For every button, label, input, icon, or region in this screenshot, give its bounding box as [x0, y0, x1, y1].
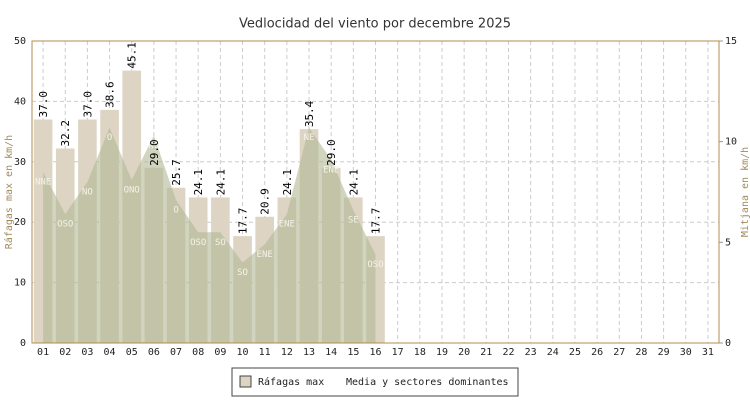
value-label: 17.7 — [370, 208, 383, 235]
y-axis-label: Ráfagas max en km/h — [3, 135, 15, 249]
x-tick-label: 11 — [259, 347, 271, 358]
x-tick-label: 19 — [436, 347, 448, 358]
y2-tick-label: 10 — [725, 137, 737, 148]
value-label: 24.1 — [214, 169, 227, 196]
sector-label: OSO — [57, 220, 73, 230]
x-tick-label: 07 — [170, 347, 182, 358]
y2-tick-label: 0 — [725, 338, 731, 349]
value-label: 25.7 — [170, 159, 183, 186]
x-tick-label: 24 — [547, 347, 559, 358]
x-tick-label: 14 — [325, 347, 337, 358]
y-tick-label: 40 — [14, 96, 26, 107]
x-tick-label: 08 — [192, 347, 204, 358]
sector-label: NO — [82, 187, 93, 197]
value-label: 20.9 — [259, 188, 272, 215]
x-tick-label: 25 — [569, 347, 581, 358]
x-tick-label: 04 — [104, 347, 116, 358]
y2-tick-label: 15 — [725, 36, 737, 47]
value-label: 24.1 — [281, 169, 294, 196]
y-tick-label: 20 — [14, 217, 26, 228]
x-tick-label: 20 — [458, 347, 470, 358]
legend-box — [231, 367, 519, 397]
x-tick-label: 15 — [347, 347, 359, 358]
legend-label: Media y sectores dominantes — [346, 377, 509, 388]
legend-label: Ráfagas max — [258, 376, 324, 388]
plot-frame — [31, 40, 720, 344]
value-label: 37.0 — [37, 91, 50, 118]
value-label: 35.4 — [303, 100, 316, 127]
x-tick-label: 31 — [702, 347, 714, 358]
value-label: 24.1 — [192, 169, 205, 196]
x-tick-label: 22 — [502, 347, 514, 358]
sector-label: ENE — [323, 165, 339, 175]
x-tick-label: 02 — [59, 347, 71, 358]
sector-label: ONO — [124, 185, 140, 195]
value-label: 38.6 — [104, 81, 117, 108]
sector-label: O — [107, 133, 112, 143]
value-label: 24.1 — [347, 169, 360, 196]
sector-label: SO — [237, 268, 248, 278]
y-tick-label: 10 — [14, 278, 26, 289]
x-tick-label: 29 — [658, 347, 670, 358]
x-tick-label: 12 — [281, 347, 293, 358]
y2-axis-label: Mitjana en km/h — [740, 147, 750, 237]
x-tick-label: 23 — [525, 347, 537, 358]
sector-label: SO — [215, 238, 226, 248]
sector-label: NE — [304, 133, 315, 143]
x-tick-label: 17 — [392, 347, 404, 358]
legend-swatch — [239, 375, 252, 388]
y-tick-label: 30 — [14, 157, 26, 168]
sector-label: NO — [148, 141, 159, 151]
value-label: 29.0 — [325, 139, 338, 166]
x-tick-label: 28 — [635, 347, 647, 358]
x-tick-label: 06 — [148, 347, 160, 358]
y-tick-label: 0 — [20, 338, 26, 349]
x-tick-label: 16 — [369, 347, 381, 358]
chart-title: Vedlocidad del viento por decembre 2025 — [239, 17, 511, 32]
x-tick-label: 05 — [126, 347, 138, 358]
x-tick-label: 30 — [680, 347, 692, 358]
x-tick-label: 26 — [591, 347, 603, 358]
sector-label: OSO — [367, 260, 383, 270]
sector-label: ENE — [279, 220, 295, 230]
value-label: 37.0 — [81, 91, 94, 118]
sector-label: O — [173, 206, 178, 216]
x-tick-label: 03 — [81, 347, 93, 358]
value-label: 45.1 — [126, 42, 139, 69]
y-tick-label: 50 — [14, 36, 26, 47]
x-tick-label: 21 — [480, 347, 492, 358]
x-tick-label: 01 — [37, 347, 49, 358]
x-tick-label: 13 — [303, 347, 315, 358]
y2-tick-label: 5 — [725, 237, 731, 248]
sector-label: SE — [348, 216, 359, 226]
value-label: 32.2 — [59, 120, 72, 147]
sector-label: ENE — [257, 250, 273, 260]
x-tick-label: 18 — [414, 347, 426, 358]
x-tick-label: 10 — [237, 347, 249, 358]
sector-label: NNE — [35, 177, 51, 187]
sector-label: OSO — [190, 238, 206, 248]
value-label: 29.0 — [148, 139, 161, 166]
x-tick-label: 27 — [613, 347, 625, 358]
mean-area — [43, 127, 376, 343]
value-label: 17.7 — [237, 208, 250, 235]
x-tick-label: 09 — [214, 347, 226, 358]
